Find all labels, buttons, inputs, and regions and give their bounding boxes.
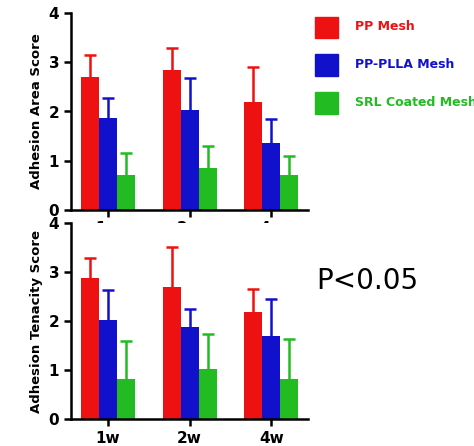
Y-axis label: Adhesion Tenacity Score: Adhesion Tenacity Score [30, 230, 43, 413]
Bar [181, 110, 199, 210]
Text: PP-PLLA Mesh: PP-PLLA Mesh [355, 58, 454, 71]
Bar [117, 379, 135, 419]
Text: SRL Coated Mesh: SRL Coated Mesh [355, 96, 474, 109]
Text: P<0.05: P<0.05 [316, 267, 419, 295]
Bar [280, 379, 298, 419]
Bar [163, 287, 181, 419]
Bar [99, 320, 117, 419]
Bar [262, 144, 280, 210]
Bar [280, 175, 298, 210]
Bar [245, 312, 262, 419]
Bar [199, 369, 217, 419]
Bar [262, 336, 280, 419]
Bar [163, 70, 181, 210]
Bar [181, 327, 199, 419]
Bar [99, 118, 117, 210]
Bar [81, 278, 99, 419]
Bar [199, 168, 217, 210]
Bar [117, 175, 135, 210]
Y-axis label: Adhesion Area Score: Adhesion Area Score [30, 33, 43, 190]
Text: PP Mesh: PP Mesh [355, 20, 414, 33]
Bar [245, 102, 262, 210]
Bar [81, 77, 99, 210]
